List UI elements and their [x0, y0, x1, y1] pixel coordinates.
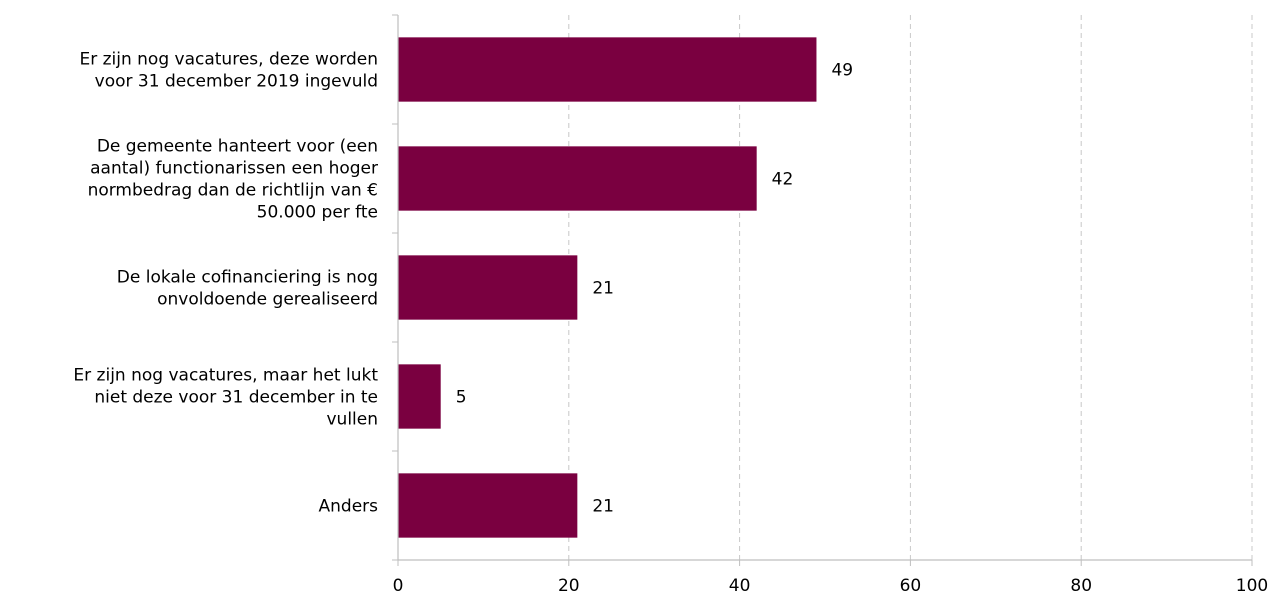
x-tick-label: 0: [393, 576, 404, 596]
x-tick-labels: 0 20 40 60 80 100: [393, 576, 1269, 596]
bar: [398, 364, 441, 429]
data-label: 49: [831, 61, 853, 81]
data-label: 5: [456, 388, 467, 408]
bar: [398, 473, 578, 538]
bar: [398, 37, 817, 102]
grid-lines: [568, 15, 1253, 560]
x-tick-label: 60: [900, 576, 922, 596]
bar: [398, 146, 757, 211]
category-label: Er zijn nog vacatures, deze worden voor 3…: [79, 50, 378, 92]
x-tick-label: 80: [1070, 576, 1092, 596]
data-label: 21: [592, 497, 614, 517]
bars: [398, 37, 817, 538]
x-tick-label: 100: [1236, 576, 1268, 596]
bar: [398, 255, 578, 320]
data-label: 42: [772, 170, 794, 190]
x-tick-label: 40: [729, 576, 751, 596]
category-label: De lokale cofinanciering is nog onvoldoen…: [117, 268, 378, 310]
category-labels: Er zijn nog vacatures, deze worden voor 3…: [73, 50, 378, 517]
data-labels: 49 42 21 5 21: [456, 61, 853, 517]
x-tick-label: 20: [558, 576, 580, 596]
axes: [392, 14, 1253, 566]
category-label: Er zijn nog vacatures, maar het lukt niet…: [73, 366, 378, 430]
category-label: Anders: [319, 497, 379, 517]
data-label: 21: [592, 279, 614, 299]
category-label: De gemeente hanteert voor (een aantal) fu…: [88, 137, 378, 223]
